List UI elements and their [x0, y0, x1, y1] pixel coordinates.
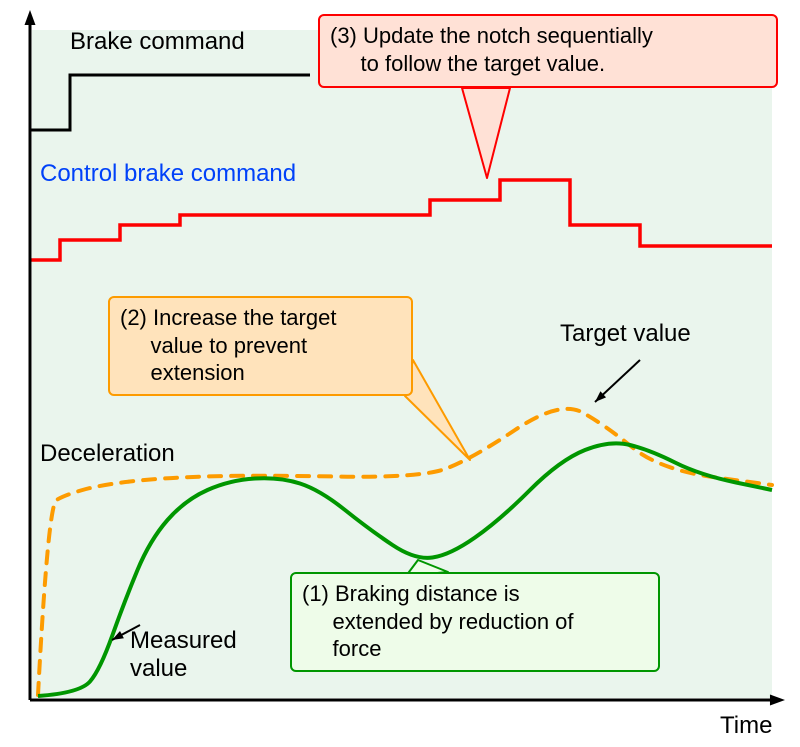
control-brake-label: Control brake command — [40, 160, 296, 188]
callout-2: (2) Increase the target value to prevent… — [108, 296, 413, 396]
measured-value-label-1: Measured — [130, 627, 237, 655]
x-axis-label: Time — [720, 712, 772, 740]
callout-1: (1) Braking distance is extended by redu… — [290, 572, 660, 672]
brake-command-label: Brake command — [70, 28, 245, 56]
chart-container: Time Brake command Control brake command Ta… — [0, 0, 800, 747]
callout-3: (3) Update the notch sequentially to fol… — [318, 14, 778, 88]
target-value-label: Target value — [560, 320, 691, 348]
deceleration-label: Deceleration — [40, 440, 175, 468]
measured-value-label-2: value — [130, 655, 187, 683]
